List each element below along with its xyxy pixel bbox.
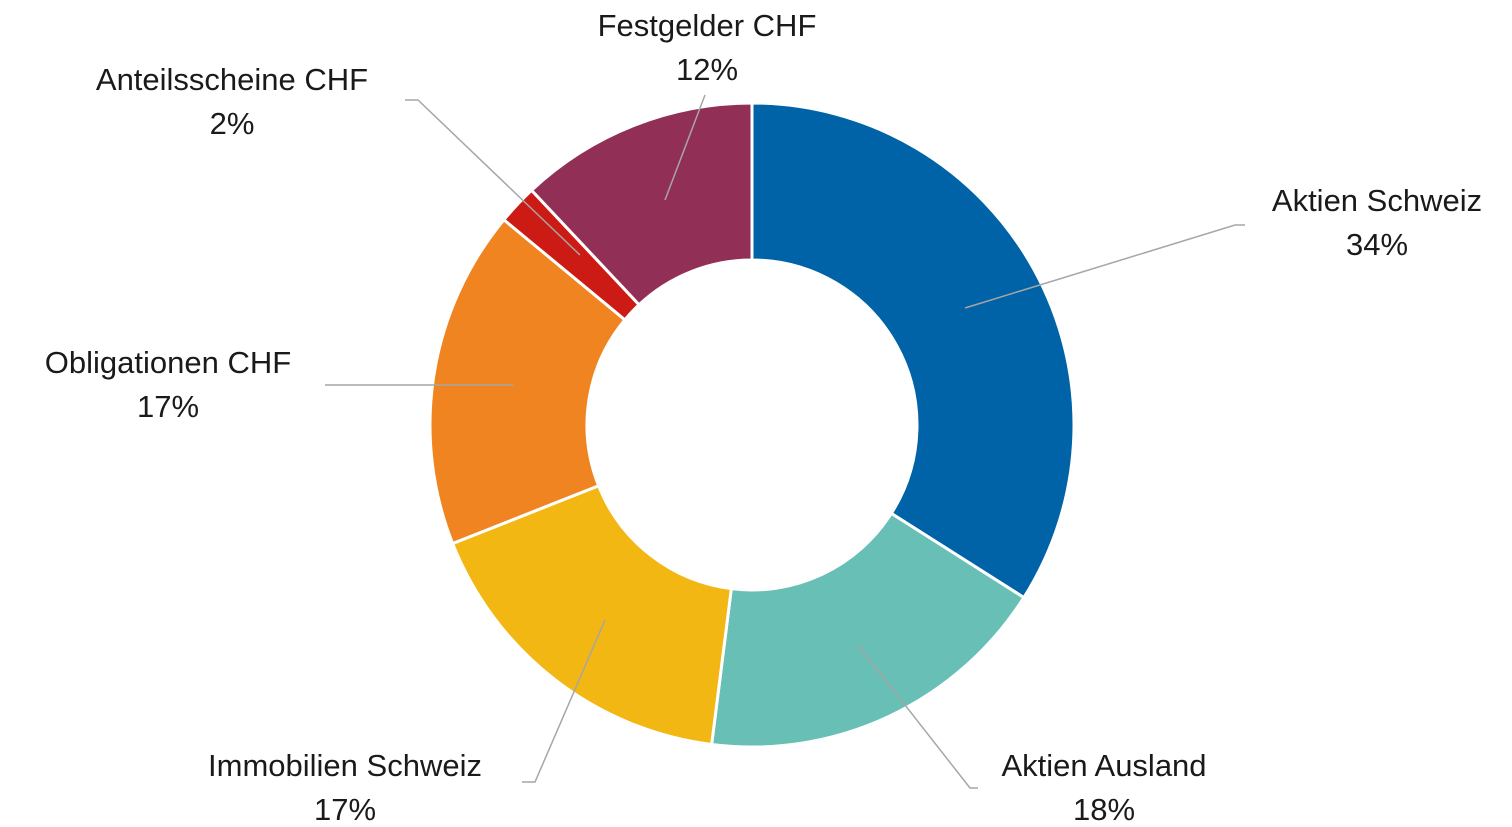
- slice-value-label: 34%: [1346, 227, 1408, 262]
- slice-label: Obligationen CHF: [45, 345, 291, 380]
- donut-slice: [709, 511, 1026, 749]
- slice-value-label: 18%: [1073, 792, 1135, 827]
- leader-line: [522, 619, 606, 783]
- leader-line: [405, 99, 581, 256]
- slice-value-label: 17%: [137, 389, 199, 424]
- leader-line: [664, 94, 706, 201]
- slice-value-label: 12%: [676, 52, 738, 87]
- slice-label: Aktien Schweiz: [1272, 183, 1482, 218]
- slice-label: Festgelder CHF: [598, 8, 817, 43]
- slice-label: Anteilsscheine CHF: [96, 62, 368, 97]
- donut-slice: [428, 217, 627, 546]
- leader-line: [857, 644, 978, 789]
- leader-line: [964, 224, 1245, 309]
- slice-label: Immobilien Schweiz: [208, 748, 482, 783]
- donut-slice: [529, 101, 754, 307]
- slice-value-label: 17%: [314, 792, 376, 827]
- donut-slice: [750, 101, 1076, 600]
- donut-slice: [450, 483, 733, 747]
- slice-label: Aktien Ausland: [1001, 748, 1206, 783]
- slice-value-label: 2%: [210, 106, 255, 141]
